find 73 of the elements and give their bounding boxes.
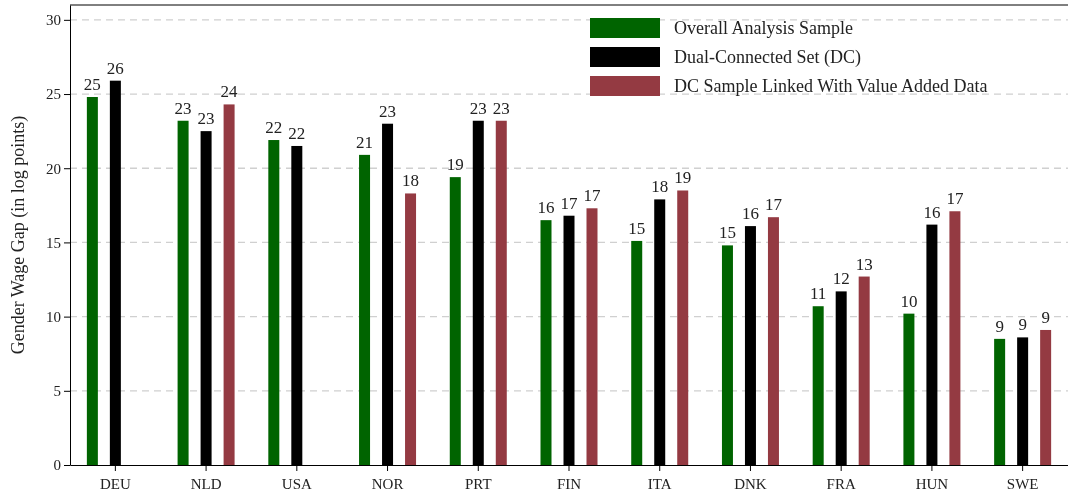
data-label: 22 (288, 123, 306, 143)
x-tick-label: HUN (915, 476, 949, 491)
data-label: 25 (83, 75, 101, 94)
bar (359, 154, 371, 465)
bar (903, 313, 915, 465)
bar (812, 306, 824, 465)
bar (858, 276, 870, 465)
bar (631, 240, 643, 465)
data-label: 9 (1018, 315, 1027, 335)
x-tick-label: PRT (464, 476, 492, 491)
bar (405, 193, 417, 465)
data-label: 11 (809, 284, 827, 304)
y-tick-label: 30 (46, 12, 61, 29)
bar (949, 211, 961, 465)
data-label: 23 (469, 98, 487, 118)
data-label: 18 (402, 171, 420, 191)
data-label: 15 (628, 218, 646, 238)
data-label: 17 (560, 193, 578, 213)
bar (721, 245, 733, 465)
x-tick-label: ITA (647, 476, 672, 491)
bar (540, 220, 552, 465)
data-label: 21 (356, 132, 374, 152)
data-label: 24 (220, 82, 239, 102)
bar (1040, 329, 1052, 465)
data-label: 9 (995, 316, 1004, 336)
y-tick-label: 15 (46, 234, 61, 251)
data-label: 23 (379, 101, 397, 121)
bar (495, 120, 507, 465)
x-tick-label: FIN (556, 476, 582, 491)
bar (449, 177, 461, 465)
bar (994, 338, 1006, 465)
legend-label: Dual-Connected Set (DC) (674, 47, 861, 68)
data-label: 12 (832, 269, 850, 289)
x-tick-label: USA (281, 476, 312, 491)
bar (177, 120, 189, 465)
y-tick-label: 10 (46, 308, 61, 325)
data-label: 16 (923, 202, 941, 222)
y-axis-title: Gender Wage Gap (in log points) (8, 115, 29, 355)
data-label: 18 (651, 177, 669, 197)
x-tick-label: SWE (1006, 476, 1039, 491)
x-tick-label: DNK (734, 476, 767, 491)
bar (223, 104, 235, 465)
bar (268, 140, 280, 465)
data-label: 22 (265, 118, 283, 138)
data-label: 16 (537, 198, 555, 218)
data-label: 23 (492, 98, 510, 118)
legend-label: DC Sample Linked With Value Added Data (674, 76, 988, 96)
data-label: 13 (855, 254, 873, 274)
data-label: 9 (1041, 307, 1050, 327)
y-tick-label: 25 (46, 86, 61, 103)
y-tick-label: 5 (53, 383, 61, 400)
data-label: 23 (174, 98, 192, 118)
x-tick-label: NLD (190, 476, 222, 491)
data-label: 10 (900, 291, 918, 311)
bar (586, 208, 598, 465)
x-tick-label: NOR (371, 476, 404, 491)
data-label: 19 (674, 168, 692, 188)
data-label: 16 (741, 204, 759, 224)
data-label: 17 (583, 186, 601, 206)
data-label: 19 (446, 155, 464, 175)
bar (86, 97, 98, 465)
bar (677, 190, 689, 465)
legend-label: Overall Analysis Sample (674, 18, 853, 38)
bar (767, 217, 779, 465)
y-tick-label: 20 (46, 160, 61, 177)
data-label: 17 (764, 195, 783, 215)
data-label: 26 (106, 58, 124, 78)
y-tick-label: 0 (53, 457, 61, 474)
data-label: 15 (718, 223, 736, 243)
data-label: 17 (946, 189, 964, 209)
x-tick-label: DEU (99, 476, 131, 491)
data-label: 23 (197, 109, 215, 129)
x-tick-label: FRA (826, 476, 856, 491)
